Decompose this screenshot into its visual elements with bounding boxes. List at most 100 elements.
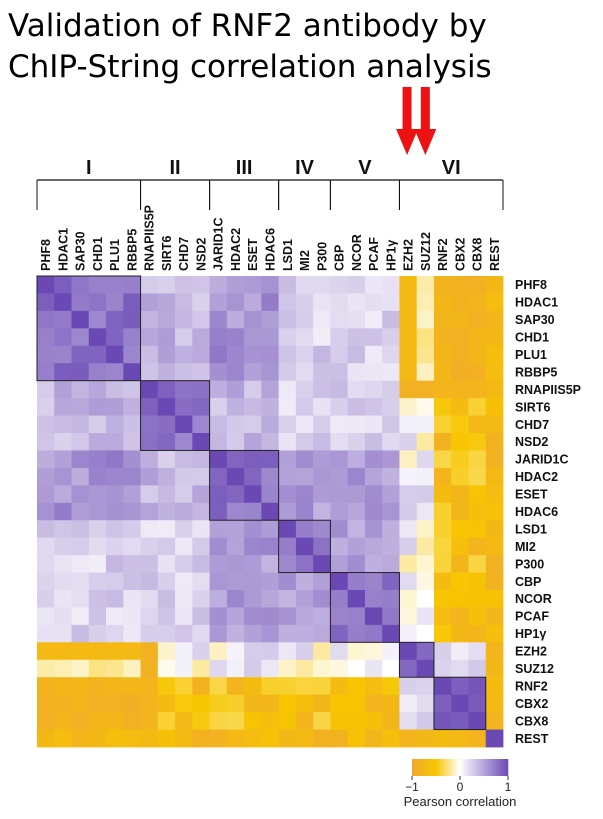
heatmap-cell xyxy=(88,310,107,329)
heatmap-cell xyxy=(364,398,383,416)
heatmap-cell xyxy=(416,363,435,382)
heatmap-cell xyxy=(399,398,418,416)
row-label: ESET xyxy=(515,488,548,502)
heatmap-cell xyxy=(278,380,297,399)
heatmap-cell xyxy=(192,537,210,556)
heatmap-cell xyxy=(330,415,349,434)
heatmap-cell xyxy=(157,345,176,364)
heatmap-cell xyxy=(192,345,210,364)
heatmap-cell xyxy=(382,363,400,382)
heatmap-cell xyxy=(54,520,72,539)
heatmap-cell xyxy=(192,328,210,347)
heatmap-cell xyxy=(416,310,435,329)
heatmap-cell xyxy=(88,398,107,416)
row-label: CBP xyxy=(515,575,541,589)
heatmap-cell xyxy=(226,363,245,382)
heatmap-cell xyxy=(330,293,349,312)
heatmap-cell xyxy=(485,433,504,451)
cluster-box xyxy=(278,519,331,574)
heatmap-cell xyxy=(209,328,228,347)
heatmap-cell xyxy=(364,607,383,626)
heatmap-cell xyxy=(123,607,141,626)
heatmap-cell xyxy=(330,694,349,713)
heatmap-cell xyxy=(123,328,141,347)
heatmap-cell xyxy=(157,642,176,661)
heatmap-cell xyxy=(330,659,349,678)
heatmap-cell xyxy=(330,642,349,661)
row-label: LSD1 xyxy=(515,522,547,536)
heatmap-cell xyxy=(140,467,159,486)
heatmap-cell xyxy=(175,433,193,451)
heatmap-cell xyxy=(37,328,55,347)
heatmap-cell xyxy=(54,642,72,661)
heatmap-cell xyxy=(123,590,141,608)
heatmap-cell xyxy=(106,677,124,696)
heatmap-cell xyxy=(88,415,107,434)
heatmap-cell xyxy=(175,345,193,364)
heatmap-cell xyxy=(485,659,504,678)
heatmap-cell xyxy=(313,607,331,626)
heatmap-cell xyxy=(261,642,280,661)
heatmap-cell xyxy=(106,293,124,312)
heatmap-cell xyxy=(364,328,383,347)
heatmap-cell xyxy=(209,380,228,399)
colorbar-segment xyxy=(422,759,425,776)
heatmap-cell xyxy=(157,729,176,748)
heatmap-cell xyxy=(451,624,469,643)
heatmap-cell xyxy=(451,328,469,347)
heatmap-cell xyxy=(71,502,90,521)
heatmap-cell xyxy=(364,520,383,539)
column-label: PHF8 xyxy=(39,239,53,271)
heatmap-cell xyxy=(175,310,193,329)
heatmap-cell xyxy=(244,642,262,661)
heatmap-cell xyxy=(88,485,107,504)
heatmap-cell xyxy=(313,642,331,661)
heatmap-cell xyxy=(209,467,228,486)
heatmap-cell xyxy=(364,677,383,696)
heatmap-cell xyxy=(451,712,469,730)
heatmap-cell xyxy=(54,537,72,556)
heatmap-cell xyxy=(88,572,107,591)
heatmap-cell xyxy=(88,328,107,347)
column-label: PCAF xyxy=(367,237,381,271)
colorbar-segment xyxy=(492,759,495,776)
heatmap-cell xyxy=(399,729,418,748)
heatmap-cell xyxy=(295,677,314,696)
heatmap-cell xyxy=(468,433,487,451)
heatmap-cell xyxy=(330,363,349,382)
heatmap-cell xyxy=(295,450,314,469)
heatmap-cell xyxy=(226,433,245,451)
heatmap-cell xyxy=(140,712,159,730)
heatmap-cell xyxy=(295,624,314,643)
column-label: SIRT6 xyxy=(160,236,174,271)
colorbar-segment xyxy=(416,759,419,776)
heatmap-cell xyxy=(175,380,193,399)
heatmap-cell xyxy=(330,450,349,469)
heatmap-cell xyxy=(416,433,435,451)
heatmap-cell xyxy=(71,485,90,504)
heatmap-cell xyxy=(37,677,55,696)
heatmap-cell xyxy=(347,555,366,573)
heatmap-cell xyxy=(382,433,400,451)
heatmap-cell xyxy=(416,555,435,573)
heatmap-cell xyxy=(278,310,297,329)
heatmap-cell xyxy=(140,398,159,416)
heatmap-cell xyxy=(192,712,210,730)
heatmap-cell xyxy=(54,415,72,434)
heatmap-cell xyxy=(313,712,331,730)
heatmap-cell xyxy=(313,310,331,329)
heatmap-cell xyxy=(399,694,418,713)
heatmap-cell xyxy=(261,712,280,730)
heatmap-cell xyxy=(416,467,435,486)
heatmap-cell xyxy=(433,502,452,521)
heatmap-cell xyxy=(416,677,435,696)
heatmap-cell xyxy=(313,502,331,521)
heatmap-cell xyxy=(106,572,124,591)
heatmap-cell xyxy=(347,310,366,329)
heatmap-cell xyxy=(347,694,366,713)
heatmap-cell xyxy=(140,572,159,591)
heatmap-cell xyxy=(364,310,383,329)
heatmap-cell xyxy=(485,624,504,643)
heatmap-cell xyxy=(468,659,487,678)
heatmap-cell xyxy=(106,694,124,713)
